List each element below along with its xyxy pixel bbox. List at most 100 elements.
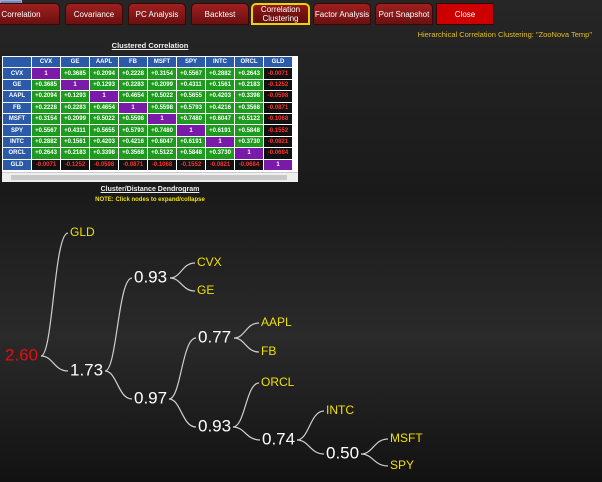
table-cell: +0.3685 — [32, 79, 60, 91]
dendrogram-leaf[interactable]: MSFT — [390, 431, 423, 445]
table-cell: +0.5848 — [235, 125, 263, 136]
table-cell: +0.5122 — [148, 148, 176, 159]
dendrogram-note: NOTE: Click nodes to expand/collapse — [95, 197, 205, 203]
table-row: GLD -0.0071 -0.1252 -0.0598 -0.0871 -0.1068 -0… — [3, 159, 292, 170]
close-button[interactable]: Close — [436, 3, 494, 25]
edge — [40, 355, 69, 372]
table-container: CVX GE AAPL FB MSFT SPY INTC ORCL GLD CVX 1 +0.3685… — [2, 56, 298, 182]
tab[interactable]: Correlation — [0, 3, 60, 25]
edge — [104, 277, 133, 372]
row-header: CVX — [3, 68, 31, 79]
table-cell: -0.1552 — [177, 159, 205, 170]
table-cell: +0.2094 — [32, 91, 60, 102]
table-cell: -0.0071 — [264, 68, 292, 79]
row-header: FB — [3, 102, 31, 113]
table-cell: +0.4203 — [90, 136, 118, 148]
table-cell: +0.2228 — [119, 68, 147, 79]
dendrogram-leaf[interactable]: AAPL — [261, 315, 292, 329]
column-header: INTC — [206, 57, 234, 68]
corner-cell — [3, 57, 31, 68]
table-cell: +0.4654 — [90, 102, 118, 113]
correlation-table: CVX GE AAPL FB MSFT SPY INTC ORCL GLD CVX 1 +0.3685… — [2, 56, 293, 171]
table-cell: 1 — [90, 91, 118, 102]
dendrogram-node[interactable]: 1.73 — [70, 360, 103, 379]
scrollbar[interactable] — [2, 172, 298, 182]
table-cell: -0.1068 — [148, 159, 176, 170]
row-header: SPY — [3, 125, 31, 136]
dendrogram-node[interactable]: 0.93 — [134, 267, 167, 286]
table-cell: -0.0821 — [206, 159, 234, 170]
dendrogram-leaf[interactable]: ORCL — [261, 375, 295, 389]
tab[interactable]: Port Snapshot — [375, 3, 433, 25]
table-cell: +0.2283 — [61, 102, 89, 113]
column-header: SPY — [177, 57, 205, 68]
edge — [233, 322, 260, 339]
row-header: INTC — [3, 136, 31, 148]
column-header: AAPL — [90, 57, 118, 68]
row-header: GE — [3, 79, 31, 91]
scroll-thumb[interactable] — [11, 175, 287, 180]
table-cell: -0.0598 — [264, 91, 292, 102]
table-cell: 1 — [119, 102, 147, 113]
table-cell: +0.1561 — [206, 79, 234, 91]
table-cell: +0.3568 — [235, 102, 263, 113]
edge — [296, 410, 325, 441]
tab[interactable]: PC Analysis — [128, 3, 186, 25]
table-cell: 1 — [32, 68, 60, 79]
table-row: CVX 1 +0.3685 +0.2094 +0.2228 +0.3154 +0.5567 +… — [3, 68, 292, 79]
table-cell: +0.2882 — [32, 136, 60, 148]
table-cell: -0.0871 — [119, 159, 147, 170]
dendrogram-node[interactable]: 0.50 — [326, 443, 359, 462]
table-cell: +0.2228 — [32, 102, 60, 113]
dendrogram-node[interactable]: 0.74 — [262, 429, 295, 448]
table-cell: +0.3398 — [90, 148, 118, 159]
table-cell: +0.2183 — [61, 148, 89, 159]
dendrogram-leaf[interactable]: SPY — [390, 458, 414, 472]
column-header: GE — [61, 57, 89, 68]
table-row: SPY +0.5567 +0.4311 +0.5655 +0.5793 +0.7480 1 +… — [3, 125, 292, 136]
dendrogram-leaf[interactable]: CVX — [197, 255, 222, 269]
table-cell: +0.4216 — [119, 136, 147, 148]
dendrogram-leaf[interactable]: GLD — [70, 225, 95, 239]
table-cell: +0.4203 — [206, 91, 234, 102]
table-cell: +0.2094 — [90, 68, 118, 79]
table-cell: +0.3730 — [235, 136, 263, 148]
table-cell: -0.1252 — [61, 159, 89, 170]
table-cell: +0.6191 — [177, 136, 205, 148]
table-cell: 1 — [61, 79, 89, 91]
tab-active[interactable]: Correlation Clustering — [251, 3, 310, 25]
edge — [360, 453, 389, 467]
edge — [169, 277, 196, 292]
edge — [232, 426, 261, 441]
tab[interactable]: Backtest — [191, 3, 249, 25]
table-cell: +0.4311 — [61, 125, 89, 136]
edge — [40, 232, 69, 357]
dendrogram-node[interactable]: 0.93 — [198, 416, 231, 435]
table-cell: -0.0684 — [235, 159, 263, 170]
tab[interactable]: Factor Analysis — [313, 3, 371, 25]
table-cell: +0.6047 — [148, 136, 176, 148]
tab[interactable]: Covariance — [65, 3, 123, 25]
table-cell: -0.0684 — [264, 148, 292, 159]
dendrogram-node[interactable]: 0.77 — [198, 327, 231, 346]
edge — [296, 439, 325, 455]
dendrogram-leaf[interactable]: FB — [261, 344, 276, 358]
table-cell: +0.1293 — [61, 91, 89, 102]
dendrogram-node[interactable]: 0.97 — [134, 388, 167, 407]
table-cell: -0.0071 — [32, 159, 60, 170]
table-cell: +0.2882 — [206, 68, 234, 79]
table-cell: +0.2283 — [119, 79, 147, 91]
table-cell: +0.3568 — [119, 148, 147, 159]
table-cell: +0.3730 — [206, 148, 234, 159]
table-cell: +0.2643 — [235, 68, 263, 79]
dendrogram-leaf[interactable]: INTC — [326, 403, 354, 417]
dendrogram-node[interactable]: 2.60 — [5, 345, 38, 364]
edge — [233, 337, 260, 353]
dendrogram-leaf[interactable]: GE — [197, 283, 214, 297]
table-cell: +0.5655 — [90, 125, 118, 136]
header-title: Hierarchical Correlation Clustering: "Zo… — [417, 30, 592, 39]
table-row: ORCL +0.2643 +0.2183 +0.3398 +0.3568 +0.5122 +… — [3, 148, 292, 159]
edge — [104, 370, 133, 400]
table-cell: +0.7480 — [148, 125, 176, 136]
